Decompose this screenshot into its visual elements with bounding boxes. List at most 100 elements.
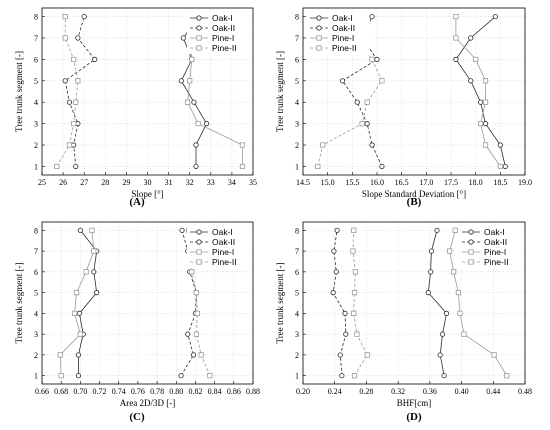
data-point-oak-i bbox=[477, 99, 484, 105]
data-point-pine-ii bbox=[315, 163, 321, 170]
data-point-pine-i bbox=[473, 56, 479, 62]
x-tick-label: 0.70 bbox=[73, 387, 87, 396]
data-point-pine-i bbox=[184, 99, 191, 105]
data-point-oak-ii bbox=[339, 78, 346, 84]
data-point-oak-i bbox=[497, 142, 503, 148]
data-point-pine-ii bbox=[359, 121, 365, 127]
y-tick-label: 7 bbox=[34, 247, 38, 256]
y-tick-label: 1 bbox=[295, 162, 299, 171]
data-point-pine-ii bbox=[320, 142, 326, 148]
data-point-pine-i bbox=[451, 269, 457, 275]
x-tick-label: 0.24 bbox=[328, 387, 342, 396]
y-tick-label: 4 bbox=[34, 98, 38, 107]
y-tick-label: 5 bbox=[34, 289, 38, 298]
x-tick-label: 18.0 bbox=[469, 178, 483, 187]
data-point-oak-i bbox=[492, 13, 498, 20]
data-point-pine-i bbox=[482, 78, 489, 84]
y-tick-label: 5 bbox=[295, 77, 299, 86]
legend-marker bbox=[196, 259, 202, 265]
data-point-pine-i bbox=[491, 352, 497, 358]
x-tick-label: 0.74 bbox=[112, 387, 126, 396]
data-point-oak-ii bbox=[330, 290, 336, 296]
y-axis-label: Tree trunk segment [-] bbox=[14, 263, 24, 344]
x-tick-label: 15.0 bbox=[321, 178, 335, 187]
x-tick-label: 0.82 bbox=[188, 387, 202, 396]
data-point-pine-i bbox=[58, 373, 64, 379]
x-tick-label: 33 bbox=[207, 178, 215, 187]
x-tick-label: 0.36 bbox=[423, 387, 437, 396]
chart-panel-c: 0.66 0.68 0.70 0.72 0.74 0.76 0.78 0.80 0.82 0.84… bbox=[14, 221, 260, 423]
chart-panel-d: 0.20 0.24 0.28 0.32 0.36 0.40 0.44 0.48 1 2 3 4 5 6 7 8… bbox=[275, 221, 532, 423]
data-point-pine-i bbox=[452, 227, 458, 233]
plot-frame bbox=[302, 7, 526, 176]
legend-marker bbox=[196, 45, 202, 51]
data-point-pine-i bbox=[187, 78, 193, 84]
legend-marker bbox=[316, 35, 322, 41]
data-point-pine-ii bbox=[189, 269, 195, 275]
legend-marker bbox=[316, 25, 322, 31]
data-point-pine-ii bbox=[73, 99, 79, 105]
data-point-pine-i bbox=[482, 99, 489, 105]
data-point-pine-i bbox=[239, 142, 246, 148]
data-point-pine-i bbox=[73, 290, 80, 296]
data-point-pine-ii bbox=[364, 352, 370, 358]
legend-marker bbox=[196, 229, 202, 235]
x-tick-label: 0.84 bbox=[208, 387, 222, 396]
data-point-oak-i bbox=[193, 163, 199, 170]
data-point-oak-i bbox=[428, 269, 434, 275]
x-tick-label: 29 bbox=[122, 178, 130, 187]
y-tick-label: 8 bbox=[34, 226, 38, 235]
data-point-oak-ii bbox=[185, 331, 191, 337]
legend-entry-pine-ii: Pine-II bbox=[212, 43, 237, 53]
data-point-oak-i bbox=[91, 269, 97, 275]
data-point-pine-ii bbox=[351, 227, 357, 233]
y-tick-label: 4 bbox=[34, 309, 38, 318]
series-line-pine-ii bbox=[56, 16, 79, 167]
legend-marker bbox=[468, 259, 474, 265]
x-tick-label: 19.0 bbox=[518, 178, 532, 187]
data-point-oak-i bbox=[434, 227, 440, 233]
data-point-pine-ii bbox=[379, 78, 385, 84]
x-tick-label: 0.66 bbox=[35, 387, 49, 396]
data-point-oak-ii bbox=[333, 269, 339, 275]
data-point-oak-ii bbox=[81, 13, 87, 20]
data-point-pine-ii bbox=[198, 352, 204, 358]
legend-entry-pine-i: Pine-I bbox=[332, 33, 354, 43]
data-point-pine-ii bbox=[75, 78, 81, 84]
data-point-oak-ii bbox=[354, 99, 360, 105]
data-point-pine-ii bbox=[354, 331, 360, 337]
data-point-oak-ii bbox=[379, 163, 385, 170]
data-point-oak-ii bbox=[179, 227, 185, 233]
plot-frame bbox=[41, 221, 254, 385]
series-line-oak-i bbox=[180, 16, 208, 167]
y-tick-label: 2 bbox=[295, 351, 299, 360]
data-point-pine-ii bbox=[207, 373, 213, 379]
legend-entry-oak-i: Oak-I bbox=[484, 227, 505, 237]
data-point-oak-i bbox=[428, 248, 435, 254]
y-tick-label: 3 bbox=[295, 120, 299, 129]
y-tick-label: 2 bbox=[34, 351, 38, 360]
data-point-oak-i bbox=[443, 310, 450, 316]
x-tick-label: 34 bbox=[228, 178, 236, 187]
legend-entry-pine-ii: Pine-II bbox=[484, 257, 509, 267]
y-tick-label: 8 bbox=[34, 13, 38, 22]
x-tick-label: 26 bbox=[59, 178, 67, 187]
data-point-oak-ii bbox=[369, 142, 375, 148]
data-point-oak-ii bbox=[339, 373, 345, 379]
data-point-pine-i bbox=[497, 163, 503, 170]
legend-entry-pine-i: Pine-I bbox=[212, 247, 234, 257]
data-point-pine-ii bbox=[71, 56, 77, 62]
y-tick-label: 1 bbox=[34, 162, 38, 171]
data-point-pine-ii bbox=[193, 290, 200, 296]
data-point-oak-i bbox=[502, 163, 508, 170]
x-tick-label: 0.78 bbox=[150, 387, 164, 396]
y-tick-label: 8 bbox=[295, 226, 299, 235]
legend-entry-oak-ii: Oak-II bbox=[332, 23, 355, 33]
data-point-pine-ii bbox=[351, 310, 357, 316]
x-tick-label: 35 bbox=[249, 178, 257, 187]
data-point-pine-i bbox=[453, 13, 459, 20]
